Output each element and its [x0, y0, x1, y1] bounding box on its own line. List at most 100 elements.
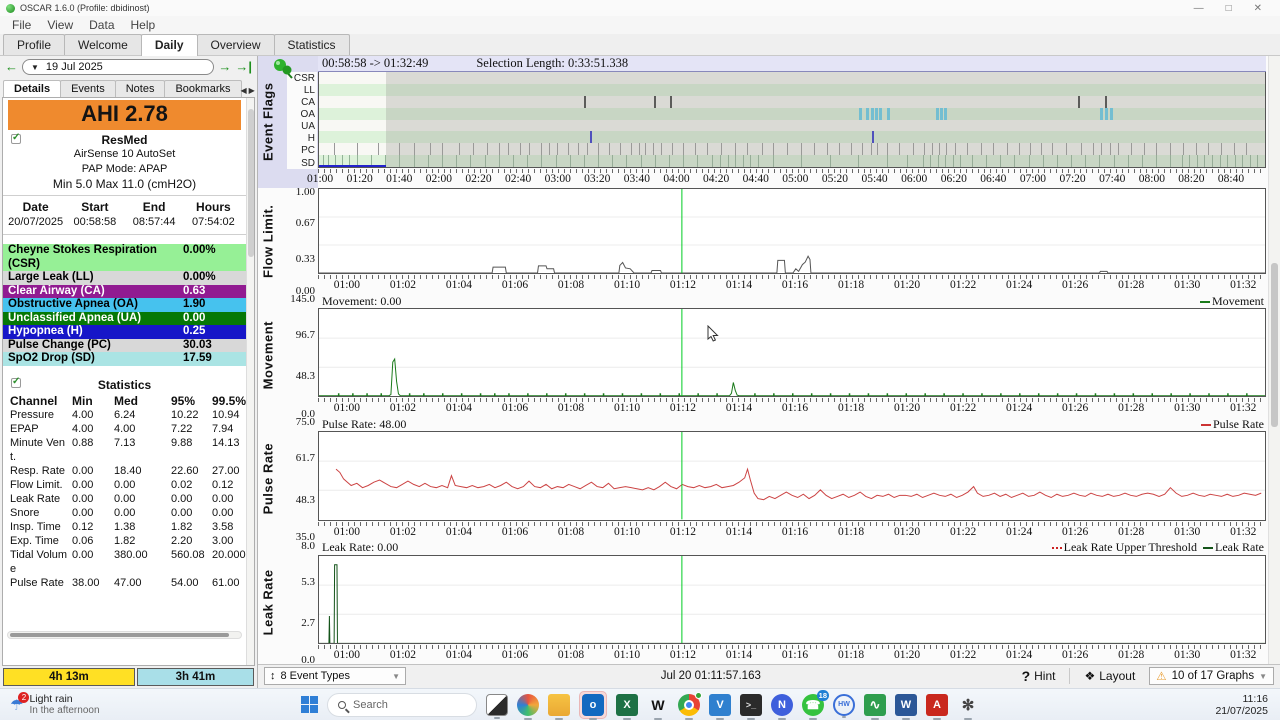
nordvpn-icon[interactable]: N: [771, 693, 793, 720]
tab-events[interactable]: Events: [60, 80, 116, 97]
event-types-dropdown[interactable]: ↕ 8 Event Types ▼: [264, 667, 406, 686]
minimize-button[interactable]: —: [1193, 2, 1204, 14]
stats-header: Med: [114, 393, 138, 408]
sidebar-horizontal-scrollbar[interactable]: [7, 631, 242, 639]
graphs-dropdown[interactable]: ⚠ 10 of 17 Graphs ▼: [1149, 667, 1274, 686]
tab-details[interactable]: Details: [3, 80, 62, 97]
event-flag-mark: [612, 155, 614, 167]
device-checkbox[interactable]: [11, 132, 21, 144]
prev-day-button[interactable]: ←: [5, 59, 18, 74]
event-flag-mark: [1189, 155, 1191, 167]
tab-welcome[interactable]: Welcome: [64, 34, 142, 55]
hw-circle-icon[interactable]: HW: [833, 693, 855, 718]
event-flag-mark: [886, 107, 890, 120]
copilot-icon[interactable]: [517, 693, 539, 720]
event-flag-mark: [669, 155, 671, 167]
tab-bookmarks[interactable]: Bookmarks: [164, 80, 242, 97]
next-day-button[interactable]: →: [218, 59, 232, 74]
layout-button[interactable]: ❖ Layout: [1084, 669, 1136, 684]
menu-file[interactable]: File: [12, 18, 32, 32]
task-view-icon[interactable]: [486, 693, 508, 719]
tab-daily[interactable]: Daily: [140, 34, 198, 56]
terminal-icon[interactable]: >_: [740, 693, 762, 720]
stats-value: 7.94: [212, 422, 234, 435]
start-button[interactable]: [301, 696, 318, 713]
search-box[interactable]: Search: [327, 692, 477, 717]
stats-value: 4.00: [72, 422, 94, 435]
file-explorer-icon[interactable]: [548, 693, 570, 720]
whatsapp-icon[interactable]: ☎ 18: [802, 689, 829, 720]
menu-help[interactable]: Help: [130, 18, 156, 32]
session-segment-1[interactable]: 4h 13m: [3, 668, 135, 686]
tab-overview[interactable]: Overview: [196, 34, 275, 55]
event-value: 0.25: [183, 325, 206, 337]
layout-icon: ❖: [1084, 669, 1096, 684]
event-flags-row-ll: [319, 83, 1265, 96]
event-flag-mark: [1181, 155, 1183, 167]
word-icon[interactable]: W: [895, 693, 917, 720]
graphs-vertical-scrollbar[interactable]: [1268, 56, 1280, 664]
x-tick-label: 03:00: [544, 173, 571, 185]
tab-scroll-right-icon[interactable]: ▶: [248, 86, 255, 95]
event-label: Unclassified Apnea (UA): [8, 311, 142, 324]
session-usage-bar: 4h 13m 3h 41m: [0, 666, 257, 688]
excel-icon[interactable]: X: [616, 693, 638, 720]
menu-data[interactable]: Data: [89, 18, 115, 32]
x-tick-label: 07:20: [1059, 173, 1086, 185]
tab-statistics[interactable]: Statistics: [273, 34, 350, 55]
x-tick-label: 01:02: [389, 648, 417, 661]
stats-channel: Minute Vent.: [10, 436, 66, 463]
device-mode: PAP Mode: APAP: [81, 163, 168, 175]
event-flag-mark: [960, 155, 962, 167]
x-tick-label: 01:26: [1062, 279, 1089, 291]
chrome-icon[interactable]: [678, 691, 702, 720]
event-flag-mark: [583, 95, 586, 108]
flow-limit-plot[interactable]: [318, 188, 1266, 274]
leak-rate-plot[interactable]: [318, 554, 1266, 644]
menu-view[interactable]: View: [47, 18, 74, 32]
sidebar-vertical-scrollbar[interactable]: [246, 98, 254, 665]
tab-notes[interactable]: Notes: [114, 80, 166, 97]
x-tick-label: 01:32: [1230, 525, 1257, 538]
stats-value: 0.12: [212, 478, 234, 491]
event-flag-mark: [932, 143, 933, 156]
event-flag-mark: [1085, 155, 1087, 167]
sidebar-tab-bar: Details Events Notes Bookmarks ◀ ▶: [0, 76, 257, 97]
tab-scroll-left-icon[interactable]: ◀: [240, 86, 247, 95]
event-flag-mark: [1066, 143, 1068, 156]
event-flag-mark: [993, 143, 995, 156]
statistics-checkbox[interactable]: [11, 376, 21, 388]
hint-button[interactable]: ? Hint: [1021, 668, 1056, 685]
leak-rate-panel: Leak Rate 8.0 5.3 2.7 0.0 Leak Rate: 0.00 L…: [258, 540, 1280, 666]
session-segment-2[interactable]: 3h 41m: [136, 668, 254, 686]
weather-widget[interactable]: ☂ 2 Light rain In the afternoon: [0, 691, 230, 716]
outlook-icon[interactable]: o: [582, 693, 604, 720]
event-flag-mark: [1006, 143, 1008, 156]
oscar-app-icon[interactable]: ∿: [864, 693, 886, 720]
vscode-icon[interactable]: V: [709, 693, 731, 720]
event-flag-mark: [399, 155, 401, 167]
x-tick-label: 02:20: [465, 173, 492, 185]
last-day-button[interactable]: →|: [235, 59, 252, 74]
stats-channel: Insp. Time: [10, 520, 61, 533]
x-axis-labels: 01:00 01:20 01:40 02:00 02:20 02:40 03:00 03:20…: [307, 173, 1266, 188]
movement-plot[interactable]: [318, 308, 1266, 398]
acrobat-icon[interactable]: A: [926, 693, 948, 720]
chatgpt-icon[interactable]: ✻: [957, 694, 979, 720]
event-flags-plot[interactable]: [318, 72, 1266, 168]
x-tick-label: 01:10: [613, 648, 641, 661]
taskbar-clock[interactable]: 11:16 21/07/2025: [1050, 693, 1280, 717]
close-button[interactable]: ✕: [1253, 2, 1262, 14]
stats-channel: Tidal Volume: [10, 548, 68, 575]
x-tick-label: 01:30: [1174, 648, 1201, 661]
tab-profile[interactable]: Profile: [3, 34, 66, 55]
x-tick-label: 01:26: [1062, 648, 1089, 661]
pin-icon[interactable]: [272, 57, 296, 81]
events-table: Cheyne Stokes Respiration (CSR) 0.00% Larg…: [3, 244, 246, 366]
w-app-icon[interactable]: W: [647, 694, 669, 720]
maximize-button[interactable]: □: [1225, 2, 1232, 14]
pulse-rate-plot[interactable]: [318, 431, 1266, 521]
y-axis-labels: 145.0 96.7 48.3 0.0: [276, 293, 315, 420]
date-picker[interactable]: ▼ 19 Jul 2025: [22, 59, 215, 75]
stats-value: 4.00: [114, 422, 136, 435]
